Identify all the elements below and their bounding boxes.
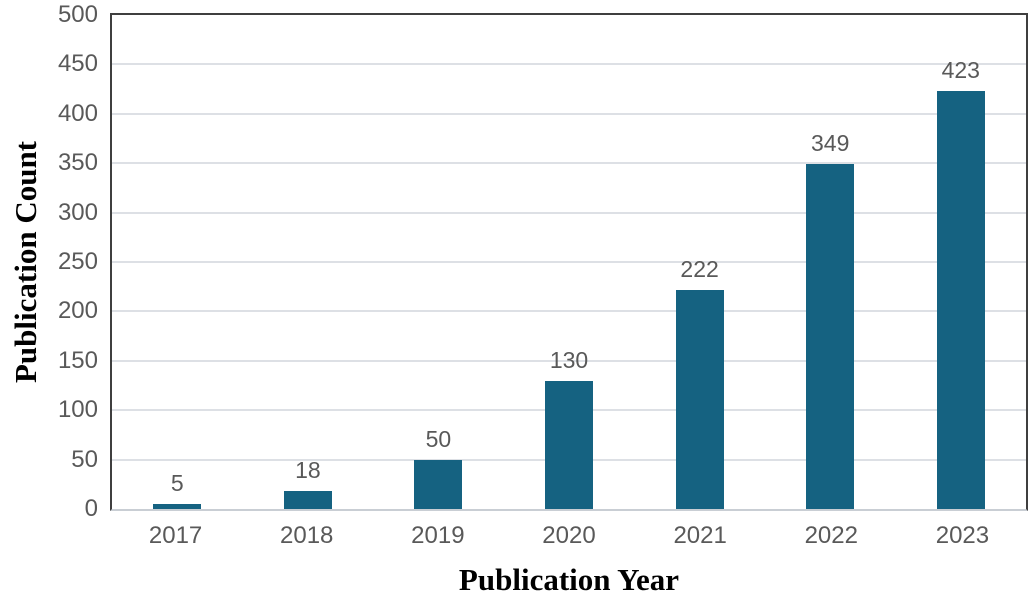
bar-slot-2017: 5 xyxy=(112,15,243,509)
y-tick-label: 0 xyxy=(84,495,98,522)
x-tick-label: 2019 xyxy=(411,522,465,549)
y-tick-label: 300 xyxy=(57,198,98,226)
bar-2017 xyxy=(153,504,202,509)
bar-2018 xyxy=(283,491,332,509)
bar-2019 xyxy=(414,459,463,509)
x-tick-label: 2023 xyxy=(935,522,990,549)
y-tick-label: 500 xyxy=(57,1,98,28)
y-axis-tick-labels: 0 50 100 150 200 250 300 350 400 450 500 xyxy=(0,0,98,611)
x-tick-label: 2021 xyxy=(673,522,727,549)
bar-2021 xyxy=(675,289,724,509)
y-tick-label: 50 xyxy=(71,445,98,473)
y-tick-label: 150 xyxy=(57,346,98,374)
x-tick-label: 2017 xyxy=(148,522,203,549)
x-axis-title: Publication Year xyxy=(458,562,680,597)
bar-slot-2018: 18 xyxy=(243,15,374,509)
gridline xyxy=(112,162,1026,165)
bar-slot-2023: 423 xyxy=(895,15,1026,509)
y-tick-label: 250 xyxy=(57,248,98,275)
x-tick-label: 2018 xyxy=(280,522,334,549)
y-tick-label: 400 xyxy=(57,99,98,127)
bar-2022 xyxy=(806,164,855,509)
bar-value-label: 349 xyxy=(810,130,850,157)
bar-slot-2019: 50 xyxy=(373,15,504,509)
bar-value-label: 5 xyxy=(170,470,184,497)
gridline xyxy=(112,310,1026,313)
gridline xyxy=(112,211,1026,214)
x-axis-tick-labels: 2017 2018 2019 2020 2021 2022 2023 xyxy=(110,522,1028,550)
bar-value-label: 222 xyxy=(680,255,719,282)
gridline xyxy=(112,359,1026,362)
bar-slot-2022: 349 xyxy=(765,15,896,509)
x-tick-label: 2020 xyxy=(542,522,596,549)
bar-slot-2021: 222 xyxy=(634,15,765,509)
bar-value-label: 18 xyxy=(295,457,321,484)
y-tick-label: 450 xyxy=(57,50,98,78)
bar-slot-2020: 130 xyxy=(504,15,635,509)
y-tick-label: 200 xyxy=(57,297,98,325)
gridline xyxy=(112,261,1026,263)
plot-area: 5 18 50 130 222 349 423 xyxy=(110,13,1028,511)
bar-value-label: 50 xyxy=(425,425,452,452)
bars-container: 5 18 50 130 222 349 423 xyxy=(112,15,1026,509)
bar-2020 xyxy=(545,380,594,509)
gridline xyxy=(112,112,1026,115)
x-tick-label: 2022 xyxy=(804,522,858,549)
bar-value-label: 130 xyxy=(549,346,589,373)
y-tick-label: 350 xyxy=(57,149,98,177)
y-tick-label: 100 xyxy=(57,396,98,424)
bar-2023 xyxy=(936,91,985,509)
bar-value-label: 423 xyxy=(941,57,980,84)
gridline xyxy=(112,63,1026,66)
